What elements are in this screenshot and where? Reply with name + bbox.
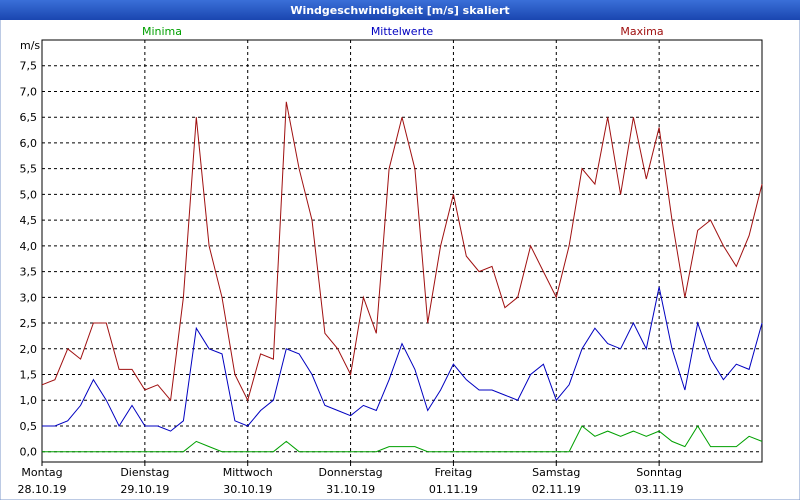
x-tick-label: Donnerstag (318, 466, 382, 479)
x-tick-label: Samstag (532, 466, 580, 479)
y-tick-label: 2,0 (20, 343, 38, 356)
data-line (41, 101, 763, 402)
x-tick-date: 03.11.19 (635, 483, 684, 496)
x-tick-label: Dienstag (120, 466, 169, 479)
x-tick-date: 31.10.19 (326, 483, 375, 496)
y-tick-label: 0,5 (20, 420, 38, 433)
y-tick-label: 6,5 (20, 111, 38, 124)
x-tick-label: Montag (21, 466, 62, 479)
y-axis-label: m/s (20, 39, 40, 52)
y-tick-label: 3,5 (20, 266, 38, 279)
y-tick-label: 4,0 (20, 240, 38, 253)
plot-area (41, 39, 763, 463)
x-tick-date: 30.10.19 (223, 483, 272, 496)
x-tick-label: Freitag (435, 466, 473, 479)
y-tick-label: 6,0 (20, 137, 38, 150)
y-tick-label: 3,0 (20, 291, 38, 304)
x-tick-label: Mittwoch (223, 466, 273, 479)
title-bar (0, 0, 800, 20)
y-tick-label: 0,0 (20, 446, 38, 459)
y-tick-label: 5,5 (20, 163, 38, 176)
y-tick-label: 4,5 (20, 214, 38, 227)
x-tick-date: 02.11.19 (532, 483, 581, 496)
x-tick-date: 28.10.19 (18, 483, 67, 496)
data-line (42, 425, 763, 453)
y-tick-label: 1,0 (20, 394, 38, 407)
y-tick-label: 7,0 (20, 85, 38, 98)
y-tick-label: 2,5 (20, 317, 38, 330)
x-tick-label: Sonntag (636, 466, 682, 479)
data-line (42, 286, 763, 432)
chart-title: Windgeschwindigkeit [m/s] skaliert (290, 4, 509, 17)
y-tick-label: 7,5 (20, 60, 38, 73)
x-tick-date: 01.11.19 (429, 483, 478, 496)
y-tick-label: 1,5 (20, 369, 38, 382)
legend-entry: Maxima (620, 25, 663, 38)
x-tick-date: 29.10.19 (120, 483, 169, 496)
legend-entry: Mittelwerte (371, 25, 434, 38)
y-tick-label: 5,0 (20, 188, 38, 201)
legend-entry: Minima (142, 25, 182, 38)
